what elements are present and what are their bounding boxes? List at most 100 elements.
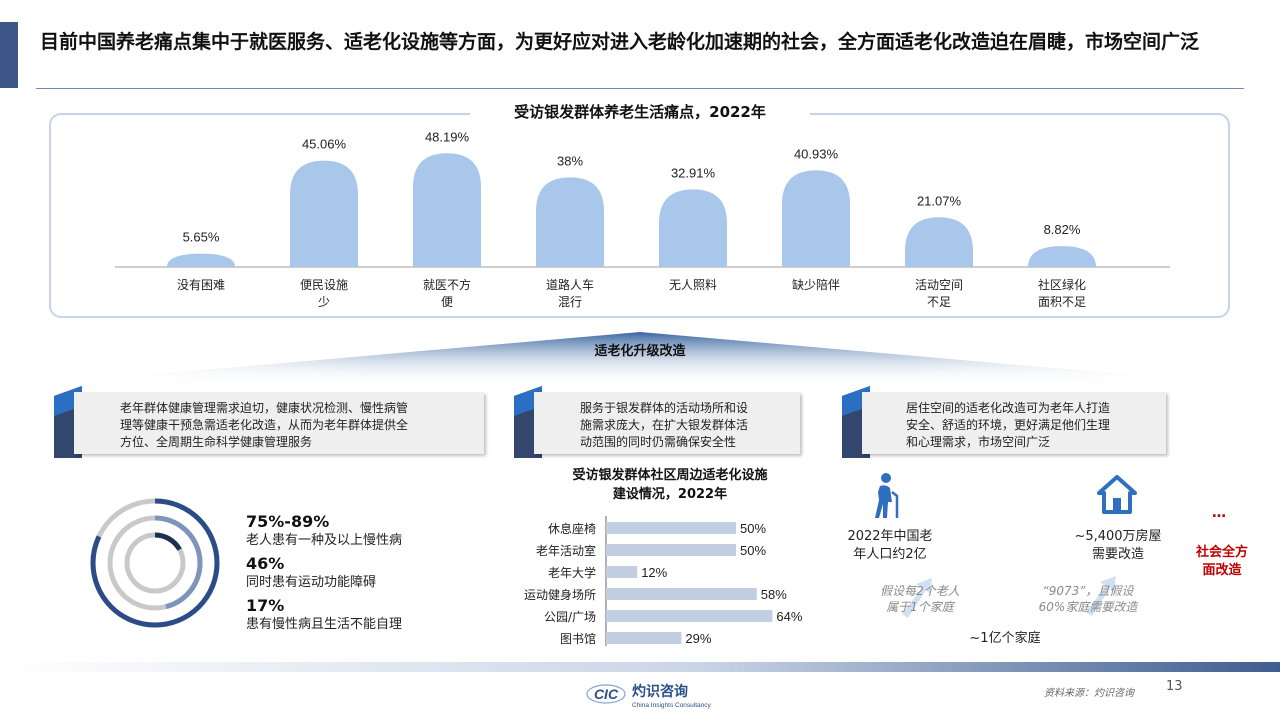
tick-label: 就医不方 [423,277,471,292]
tick-label: 没有困难 [177,277,225,292]
data-label: 32.91% [671,165,716,180]
tick-label: 混行 [558,295,582,309]
tick-label: 无人照料 [669,278,717,292]
page-title: 目前中国养老痛点集中于就医服务、适老化设施等方面，为更好应对进入老龄化加速期的社… [40,31,1200,53]
bar-2 [290,160,358,267]
upgrade-fan-shape [0,330,1280,390]
tick-label: 便民设施 [300,278,348,292]
house-icon [1097,475,1137,514]
tick-label: 面积不足 [1038,295,1086,309]
data-label: 45.06% [302,137,347,152]
hbar-4 [606,588,757,600]
card-line: 安全、舒适的环境，更好满足他们生理 [906,418,1111,432]
cic-logo: CIC 灼识咨询 China Insights Consultancy [586,683,712,709]
data-label: 50% [740,521,766,536]
data-label: 5.65% [183,230,220,245]
tick-label: 便 [441,295,453,309]
stat-chronic: 75%-89% 老人患有一种及以上慢性病 [246,512,402,550]
data-label: 64% [776,609,802,624]
title-accent-bar [0,22,18,88]
upgrade-label: 适老化升级改造 [594,344,686,359]
logo-mark: CIC [594,686,619,702]
housing-card: 居住空间的适老化改造可为老年人打造 安全、舒适的环境，更好满足他们生理 和心理需… [862,392,1166,454]
text-line: 需要改造 [1091,547,1144,562]
pain-points-chart-title: 受访银发群体养老生活痛点，2022年 [470,101,810,123]
card-line: 理等健康干预急需适老化改造，从而为老年群体提供全 [120,418,409,432]
tick-label: 不足 [927,295,951,309]
tick-label: 公园/广场 [544,610,596,624]
ellipsis: … [1212,505,1226,521]
tick-label: 缺少陪伴 [792,277,840,292]
hbar-2 [606,544,736,556]
stat-desc: 同时患有运动功能障碍 [246,575,377,590]
tick-label: 休息座椅 [548,521,596,536]
bar-1 [167,253,235,267]
facilities-chart-title: 受访银发群体社区周边适老化设施 建设情况，2022年 [520,466,820,504]
card-line: 方位、全周期生命科学健康管理服务 [120,435,313,449]
text-line: 年人口约2亿 [853,547,927,562]
stat-value: 17% [246,596,285,615]
note-line: 60%家庭需要改造 [1038,600,1138,614]
data-label: 58% [761,587,787,602]
data-label: 29% [685,631,711,646]
tick-label: 道路人车 [546,277,594,292]
activity-card: 服务于银发群体的活动场所和设 施需求庞大，在扩大银发群体活 动范围的同时仍需确保… [534,392,800,454]
text-line: 社会全方 [1195,545,1248,560]
bar-5 [659,189,727,267]
ring-progress [124,532,186,594]
data-label: 50% [740,543,766,558]
card-line: 服务于银发群体的活动场所和设 [580,401,749,415]
tick-label: 活动空间 [915,278,963,292]
facilities-chart: 休息座椅 50% 老年活动室 50% 老年大学 12% 运动健身场所 58% 公园/广场 64% 图… [524,516,803,646]
logo-english: China Insights Consultancy [632,702,712,709]
stat-mobility: 46% 同时患有运动功能障碍 [246,554,376,592]
data-label: 12% [641,565,667,580]
houses-to-renovate: ~5,400万房屋 需要改造 [1056,528,1180,564]
assumption-note: 假设每2个老人 属于1个家庭 [860,583,980,615]
note-line: 假设每2个老人 [880,584,960,598]
title-divider [36,88,1244,89]
text-line: ~5,400万房屋 [1074,529,1162,544]
up-arrow-icon [1086,576,1116,616]
facilities-title-line: 建设情况，2022年 [612,487,728,502]
hbar-5 [606,610,773,622]
bar-8 [1028,246,1096,267]
hbar-6 [606,632,682,644]
data-label: 40.93% [794,146,839,161]
card-line: 居住空间的适老化改造可为老年人打造 [906,401,1111,415]
stat-desc: 患有慢性病且生活不能自理 [246,617,403,632]
footer-band [0,662,1280,672]
facilities-title-line: 受访银发群体社区周边适老化设施 [572,468,768,483]
data-label: 48.19% [425,129,470,144]
tick-label: 老年活动室 [536,543,596,558]
tick-label: 运动健身场所 [524,587,596,602]
ring-progress [90,498,220,628]
data-label: 38% [557,153,583,168]
families-count: ~1亿个家庭 [969,631,1041,646]
text-line: 面改造 [1202,563,1242,578]
chronic-disease-rings [90,498,220,628]
bar-3 [413,153,481,267]
hbar-3 [606,566,638,578]
source-note: 资料来源：灼识咨询 [1044,688,1134,699]
logo-name: 灼识咨询 [632,683,688,700]
card-line: 动范围的同时仍需确保安全性 [580,435,737,449]
elderly-person-icon [875,473,899,518]
data-label: 21.07% [917,193,962,208]
data-label: 8.82% [1044,222,1081,237]
bar-4 [536,177,604,267]
stat-desc: 老人患有一种及以上慢性病 [246,533,403,548]
page-number: 13 [1166,679,1183,694]
ring-progress [107,515,203,611]
health-card: 老年群体健康管理需求迫切，健康状况检测、慢性病管 理等健康干预急需适老化改造，从… [74,392,484,454]
bar-7 [905,217,973,267]
card-line: 老年群体健康管理需求迫切，健康状况检测、慢性病管 [120,401,409,415]
note-line: 属于1个家庭 [886,600,954,614]
stat-value: 75%-89% [246,512,330,531]
stat-value: 46% [246,554,285,573]
tick-label: 社区绿化 [1038,277,1086,292]
tick-label: 少 [318,295,330,309]
text-line: 2022年中国老 [847,529,933,544]
society-renovation: 社会全方 面改造 [1186,544,1258,580]
